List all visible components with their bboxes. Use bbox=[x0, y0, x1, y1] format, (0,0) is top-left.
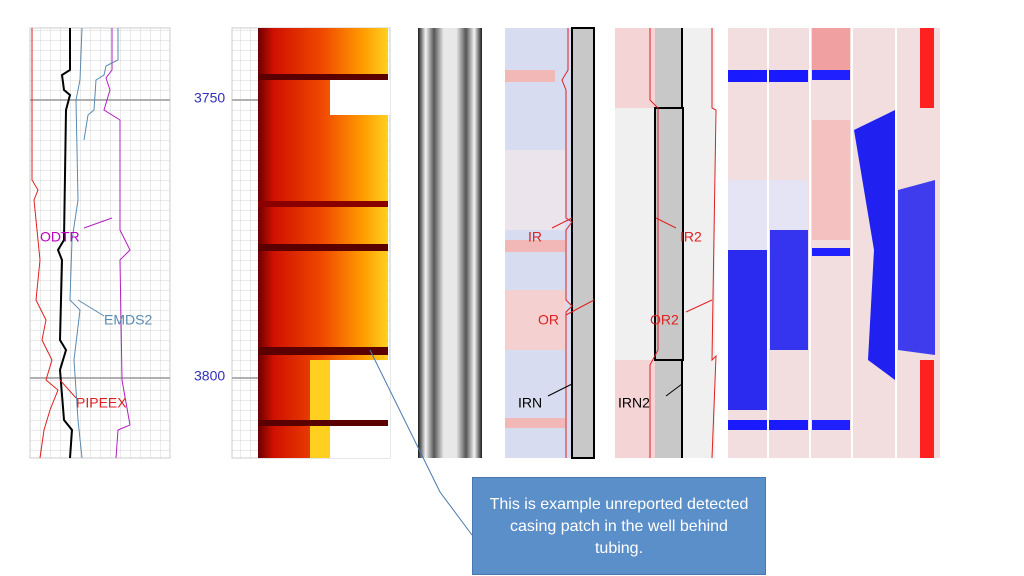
callout-box: This is example unreported detected casi… bbox=[472, 477, 766, 575]
callout-pointer bbox=[369, 349, 473, 536]
track-2 bbox=[231, 27, 391, 459]
depth-label: 3800 bbox=[194, 368, 225, 384]
curve-label: IRN2 bbox=[618, 395, 650, 411]
track-1: ODTR EMDS2 PIPEEX bbox=[29, 27, 171, 459]
depth-label: 3750 bbox=[194, 90, 225, 106]
curve-label: OR2 bbox=[650, 312, 679, 328]
curve-label: OR bbox=[538, 312, 559, 328]
track-3 bbox=[418, 28, 482, 458]
curve-label: PIPEEX bbox=[76, 395, 127, 411]
curve-label: ODTR bbox=[40, 229, 80, 245]
track-5: IR2 OR2 IRN2 bbox=[615, 28, 717, 459]
curve-label: EMDS2 bbox=[104, 312, 152, 328]
curve-label: IRN bbox=[518, 395, 542, 411]
curve-label: IR2 bbox=[680, 229, 702, 245]
track-4: IR OR IRN bbox=[505, 27, 595, 459]
curve-label: IR bbox=[528, 229, 542, 245]
track-6 bbox=[728, 28, 940, 458]
